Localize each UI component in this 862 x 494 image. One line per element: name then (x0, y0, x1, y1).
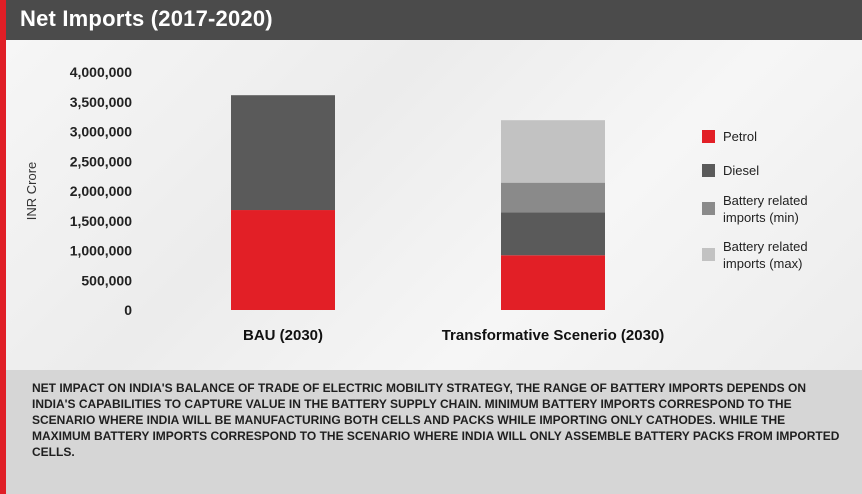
footnote-panel: Net impact on India's balance of trade o… (6, 370, 862, 494)
accent-bar (0, 0, 6, 494)
legend-label-line1: Battery related (723, 239, 808, 254)
y-tick-label: 2,500,000 (70, 153, 132, 169)
x-category-label: Transformative Scenerio (2030) (442, 327, 665, 344)
y-tick-label: 1,000,000 (70, 243, 132, 259)
legend-label-line1: Battery related (723, 193, 808, 208)
bar-segment (231, 95, 335, 211)
legend-swatch-battery-max (702, 248, 715, 261)
legend-label-petrol: Petrol (723, 128, 757, 145)
legend-item-battery-min: Battery related imports (min) (702, 192, 808, 226)
legend-label-battery-max: Battery related imports (max) (723, 238, 808, 272)
stacked-bar-chart: 4,000,000 3,500,000 3,000,000 2,500,000 2,00… (24, 64, 665, 344)
y-tick-label: 500,000 (81, 272, 132, 288)
legend-swatch-petrol (702, 130, 715, 143)
bar-segment (501, 212, 605, 256)
y-tick-label: 0 (124, 302, 132, 318)
bar-segment (501, 182, 605, 213)
legend-item-petrol: Petrol (702, 128, 757, 145)
y-tick-label: 3,000,000 (70, 124, 132, 140)
y-tick-label: 3,500,000 (70, 94, 132, 110)
y-axis-label: INR Crore (24, 162, 39, 221)
bar-segment (501, 255, 605, 310)
y-tick-label: 4,000,000 (70, 64, 132, 80)
legend-label-line2: imports (max) (723, 256, 803, 271)
title-bar: Net Imports (2017-2020) (6, 0, 862, 40)
bar-segment (231, 210, 335, 310)
legend-label-battery-min: Battery related imports (min) (723, 192, 808, 226)
page-title: Net Imports (2017-2020) (20, 6, 273, 31)
y-tick-label: 1,500,000 (70, 213, 132, 229)
legend-swatch-battery-min (702, 202, 715, 215)
legend-item-battery-max: Battery related imports (max) (702, 238, 808, 272)
bar-segment (501, 120, 605, 183)
legend-label-line2: imports (min) (723, 210, 799, 225)
legend-swatch-diesel (702, 164, 715, 177)
legend-label-line1: Diesel (723, 163, 760, 178)
y-tick-label: 2,000,000 (70, 183, 132, 199)
legend-item-diesel: Diesel (702, 162, 759, 179)
footnote-text: Net impact on India's balance of trade o… (32, 381, 840, 459)
legend-label-diesel: Diesel (723, 162, 759, 179)
x-category-label: BAU (2030) (243, 327, 323, 344)
legend-label-line1: Petrol (723, 129, 757, 144)
